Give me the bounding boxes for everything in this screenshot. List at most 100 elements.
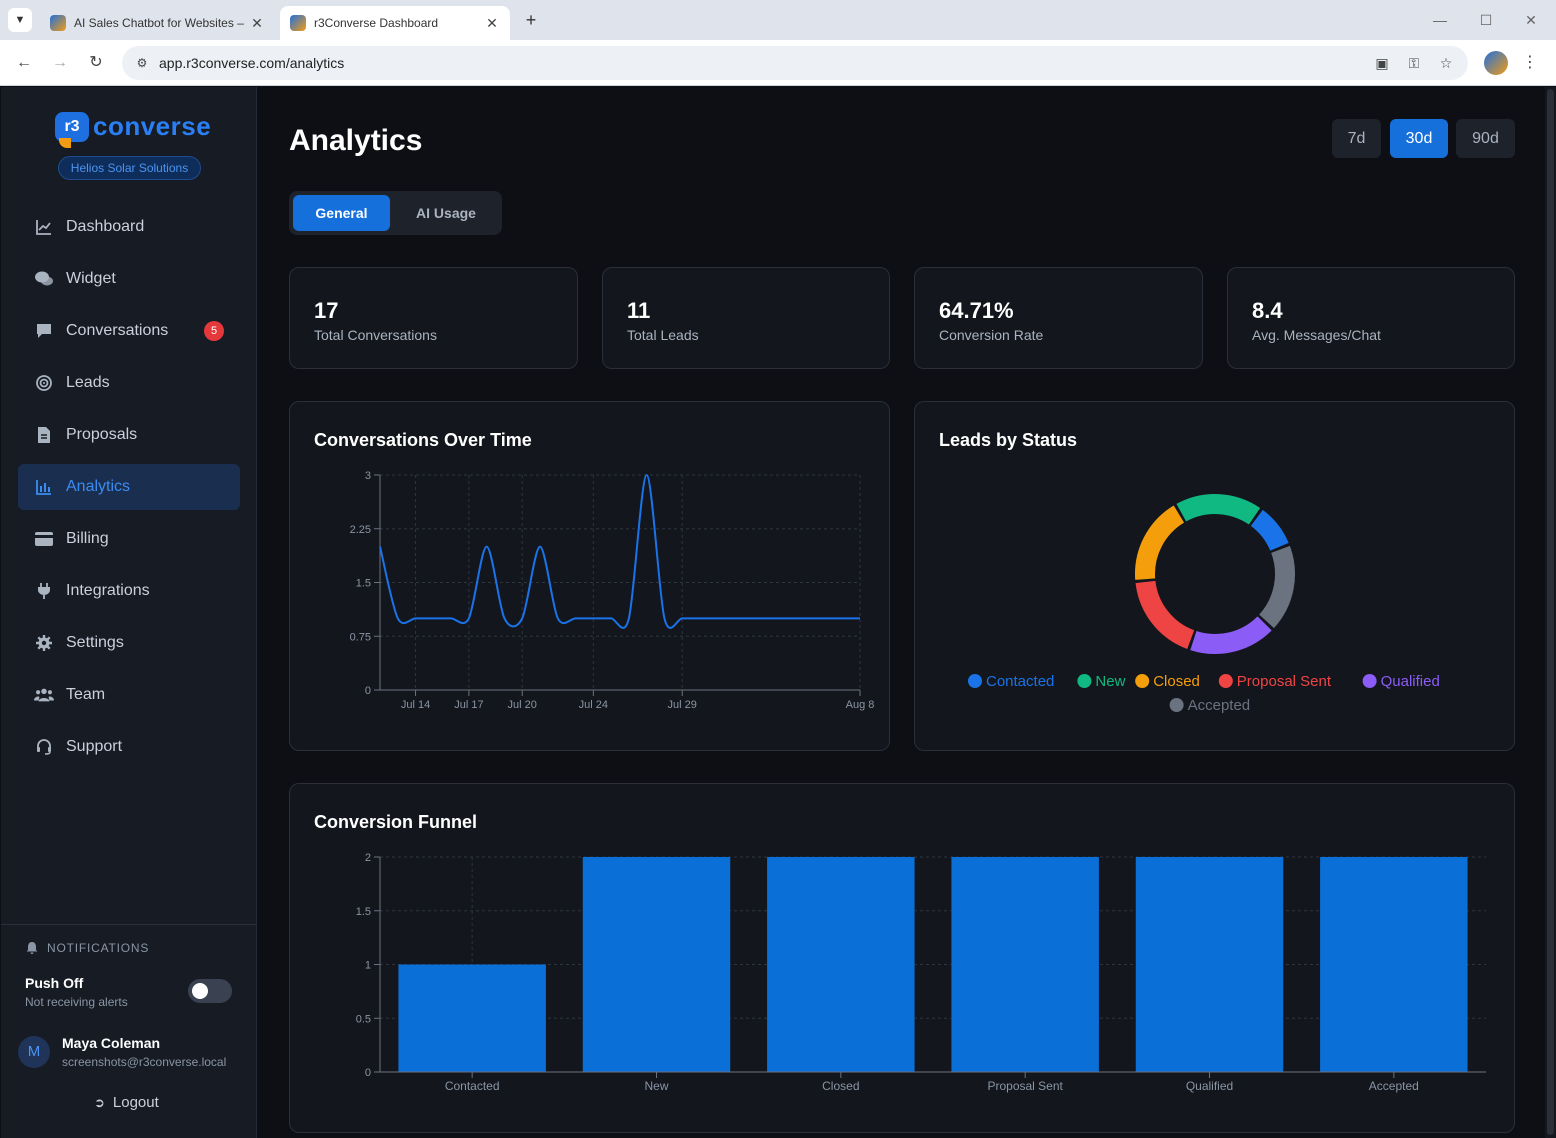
- leads-by-status-card: Leads by Status Contacted New Closed Propos…: [914, 401, 1515, 751]
- reload-icon[interactable]: ↻: [89, 54, 103, 71]
- url-text[interactable]: app.r3converse.com/analytics: [159, 55, 345, 71]
- notifications-heading: NOTIFICATIONS: [25, 941, 149, 955]
- forward-arrow-icon[interactable]: →: [52, 54, 68, 71]
- legend-swatch: [968, 674, 982, 688]
- x-tick-label: Jul 14: [401, 699, 430, 711]
- legend-label: Accepted: [1188, 697, 1251, 714]
- range-7d-button[interactable]: 7d: [1332, 119, 1381, 158]
- document-icon: [34, 425, 54, 445]
- bar-closed: [767, 857, 915, 1072]
- x-tick-label: Proposal Sent: [987, 1079, 1063, 1093]
- stat-label: Total Leads: [627, 327, 699, 343]
- pie-slice-new: [1176, 494, 1261, 525]
- sidebar-item-analytics[interactable]: Analytics: [18, 464, 240, 510]
- stat-label: Conversion Rate: [939, 327, 1044, 343]
- y-tick-label: 1.5: [356, 578, 371, 590]
- legend-swatch: [1218, 674, 1233, 688]
- logout-label: Logout: [112, 1094, 159, 1111]
- legend-label: Proposal Sent: [1237, 673, 1332, 690]
- install-app-icon[interactable]: ▣: [1375, 55, 1389, 71]
- sidebar-item-proposals[interactable]: Proposals: [18, 412, 240, 458]
- bar-qualified: [1135, 857, 1284, 1072]
- close-icon[interactable]: ✕: [251, 14, 263, 31]
- stat-label: Total Conversations: [314, 327, 437, 343]
- sidebar-item-leads[interactable]: Leads: [18, 360, 240, 406]
- legend-label: Qualified: [1381, 673, 1440, 690]
- browser-tab-chatbot[interactable]: AI Sales Chatbot for Websites – ✕: [40, 6, 275, 40]
- comments-icon: [34, 269, 54, 289]
- minimize-icon[interactable]: —: [1433, 12, 1447, 28]
- range-30d-button[interactable]: 30d: [1390, 119, 1448, 158]
- browser-tabstrip: ▼ AI Sales Chatbot for Websites – ✕ r3Co…: [0, 0, 1556, 40]
- browser-tab-dashboard[interactable]: r3Converse Dashboard ✕: [280, 6, 510, 40]
- user-name: Maya Coleman: [62, 1035, 161, 1051]
- password-key-icon[interactable]: ⚿: [1408, 55, 1420, 71]
- avatar[interactable]: M: [18, 1036, 50, 1068]
- donut-chart: Contacted New Closed Proposal Sent Qualified…: [968, 494, 1440, 714]
- y-tick-label: 0.75: [350, 631, 371, 643]
- legend-swatch: [1077, 674, 1092, 688]
- maximize-icon[interactable]: ☐: [1479, 12, 1493, 28]
- headset-icon: [34, 737, 54, 757]
- tab-title: r3Converse Dashboard: [314, 16, 439, 30]
- legend-label: New: [1095, 673, 1125, 690]
- tab-general[interactable]: General: [293, 195, 390, 231]
- x-tick-label: Jul 17: [454, 699, 483, 711]
- y-tick-label: 2.25: [350, 524, 371, 536]
- range-90d-button[interactable]: 90d: [1456, 119, 1515, 158]
- scrollbar-thumb[interactable]: [1547, 89, 1554, 1135]
- bar-new: [582, 857, 731, 1072]
- site-info-icon[interactable]: ⚙: [136, 56, 148, 70]
- browser-menu-icon[interactable]: ⋮: [1522, 54, 1538, 71]
- sidebar-item-billing[interactable]: Billing: [18, 516, 240, 562]
- bar-contacted: [398, 964, 546, 1072]
- stat-card-conversion-rate: 64.71% Conversion Rate: [914, 267, 1203, 369]
- tab-ai-usage[interactable]: AI Usage: [416, 205, 476, 221]
- window-close-icon[interactable]: ✕: [1525, 12, 1537, 28]
- x-tick-label: Jul 29: [668, 699, 697, 711]
- back-arrow-icon[interactable]: ←: [16, 54, 32, 71]
- push-toggle[interactable]: [188, 979, 232, 1003]
- r3converse-logo[interactable]: r3 converse: [55, 111, 211, 148]
- sidebar-item-label: Integrations: [66, 582, 150, 599]
- y-tick-label: 0: [365, 1067, 371, 1079]
- tab-search-button[interactable]: ▼: [8, 8, 32, 32]
- series-line: [379, 473, 860, 629]
- sidebar-item-dashboard[interactable]: Dashboard: [18, 204, 240, 250]
- bar-chart: 0 0.5 1 1.5 2 Contacted New Closed Proposal Sent…: [356, 852, 1486, 1093]
- stat-value: 64.71%: [939, 298, 1014, 323]
- bookmark-star-icon[interactable]: ☆: [1439, 55, 1453, 71]
- logout-button[interactable]: ➲ Logout: [94, 1094, 159, 1111]
- pie-slice-accepted: [1258, 545, 1295, 629]
- chart-line-icon: [34, 217, 54, 237]
- y-tick-label: 0.5: [356, 1013, 371, 1025]
- users-icon: [34, 685, 54, 705]
- sidebar: r3 converse Helios Solar Solutions Dashb…: [1, 87, 257, 1138]
- sidebar-item-support[interactable]: Support: [18, 724, 240, 770]
- push-status-subtitle: Not receiving alerts: [25, 995, 128, 1009]
- new-tab-button[interactable]: +: [525, 10, 537, 30]
- sidebar-item-settings[interactable]: Settings: [18, 620, 240, 666]
- sidebar-item-integrations[interactable]: Integrations: [18, 568, 240, 614]
- page-title: Analytics: [289, 124, 423, 157]
- address-bar[interactable]: ⚙ app.r3converse.com/analytics ▣ ⚿ ☆: [122, 46, 1468, 80]
- legend-label: Closed: [1153, 673, 1200, 690]
- browser-toolbar: ← → ↻ ⚙ app.r3converse.com/analytics ▣ ⚿…: [0, 40, 1556, 86]
- divider: [1, 924, 257, 925]
- stat-label: Avg. Messages/Chat: [1252, 327, 1381, 343]
- sidebar-item-widget[interactable]: Widget: [18, 256, 240, 302]
- y-tick-label: 2: [365, 852, 371, 864]
- stat-card-conversations: 17 Total Conversations: [289, 267, 578, 369]
- credit-card-icon: [34, 529, 54, 549]
- sidebar-item-conversations[interactable]: Conversations 5: [18, 308, 240, 354]
- bar-chart-icon: [34, 477, 54, 497]
- site-favicon-icon: [50, 15, 66, 31]
- target-icon: [34, 373, 54, 393]
- profile-avatar-icon[interactable]: [1484, 51, 1508, 75]
- sidebar-item-team[interactable]: Team: [18, 672, 240, 718]
- sidebar-item-label: Dashboard: [66, 218, 145, 235]
- user-email: screenshots@r3converse.local: [62, 1055, 227, 1069]
- legend-swatch: [1135, 674, 1150, 688]
- site-favicon-icon: [290, 15, 306, 31]
- close-icon[interactable]: ✕: [486, 14, 498, 31]
